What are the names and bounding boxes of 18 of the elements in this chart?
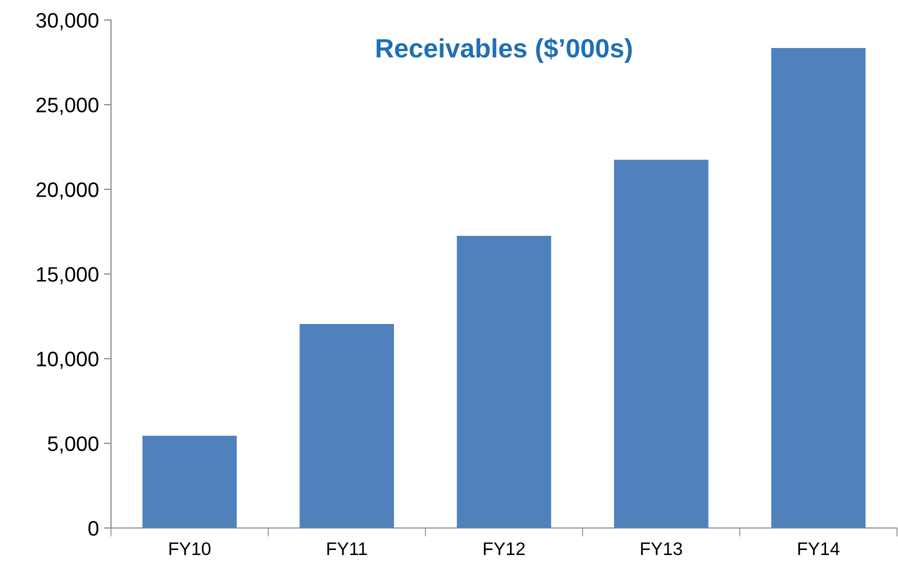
y-tick-label: 0 <box>88 521 98 536</box>
y-tick-label: 5,000 <box>48 436 98 454</box>
y-tick-label: 10,000 <box>37 352 98 369</box>
bar <box>614 160 708 528</box>
y-tick-label: 25,000 <box>36 98 98 115</box>
x-tick-label: FY11 <box>327 542 367 555</box>
bar <box>300 324 394 528</box>
bar <box>142 436 237 528</box>
x-tick-label: FY13 <box>641 542 682 556</box>
bar <box>456 236 552 528</box>
x-tick-label: FY10 <box>170 542 210 556</box>
y-tick-label: 20,000 <box>36 182 98 200</box>
x-tick-label: FY14 <box>798 542 840 555</box>
x-tick-label: FY12 <box>484 542 525 555</box>
y-tick-label: 30,000 <box>36 13 98 30</box>
bar <box>771 48 866 528</box>
y-tick-label: 15,000 <box>37 267 98 284</box>
text: Receivables ($’000s) <box>376 38 632 63</box>
